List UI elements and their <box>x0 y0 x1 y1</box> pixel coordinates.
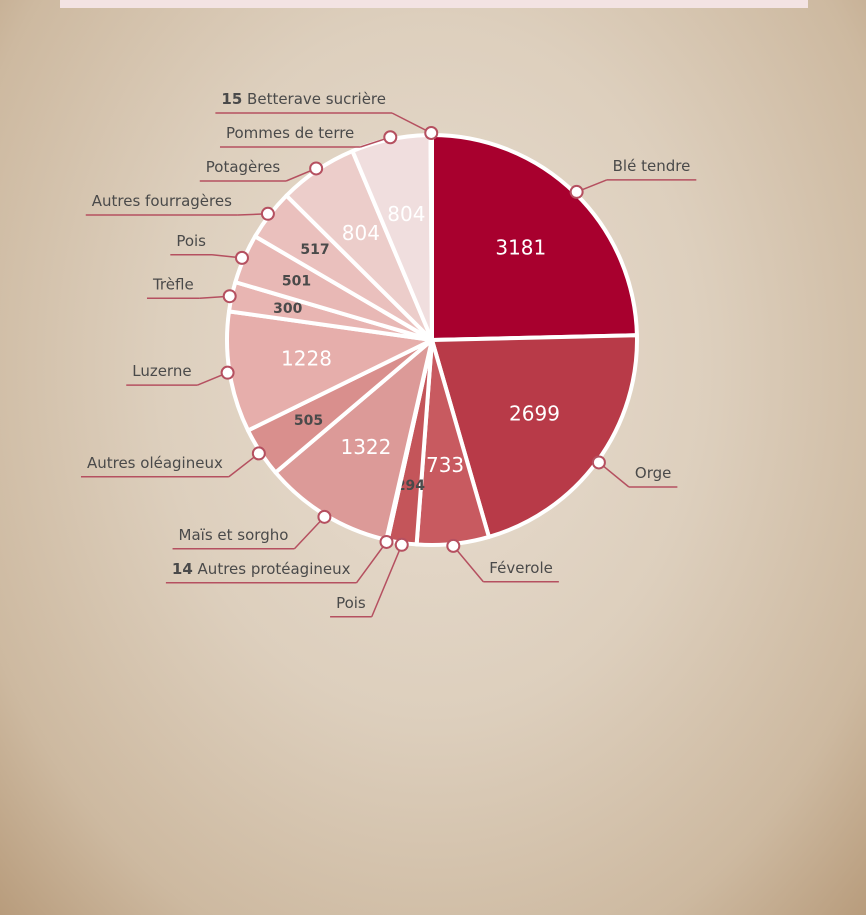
value-label: 733 <box>426 453 464 477</box>
leader-line <box>357 542 387 583</box>
value-label: 804 <box>342 221 380 245</box>
page: 3181269973329413225051228300501517804804… <box>0 0 866 915</box>
category-label: Pois <box>336 593 366 611</box>
category-label: Trèfle <box>152 275 194 293</box>
value-label: 1322 <box>340 435 391 459</box>
category-name: Trèfle <box>152 275 194 293</box>
value-label: 15 <box>221 90 242 108</box>
leader-dot <box>381 536 393 548</box>
leader-dot <box>236 252 248 264</box>
leader-dot <box>571 186 583 198</box>
leader-dot <box>447 540 459 552</box>
category-label: Maïs et sorgho <box>179 525 289 543</box>
category-name: Autres protéagineux <box>198 559 351 577</box>
category-name: Pommes de terre <box>226 124 354 142</box>
category-label: Pois <box>176 231 206 249</box>
value-label: 2699 <box>509 402 560 426</box>
value-label: 1228 <box>281 347 332 371</box>
value-label: 505 <box>294 413 323 429</box>
category-label: Orge <box>635 464 671 482</box>
category-name: Blé tendre <box>613 156 691 174</box>
category-label: Blé tendre <box>613 156 691 174</box>
leader-dot <box>224 290 236 302</box>
leader-dot <box>310 162 322 174</box>
leader-dot <box>222 367 234 379</box>
category-name: Orge <box>635 464 671 482</box>
leader-dot <box>396 539 408 551</box>
category-name: Pois <box>336 593 366 611</box>
category-name: Betterave sucrière <box>247 90 386 108</box>
value-label: 517 <box>300 242 329 258</box>
category-label: 15 Betterave sucrière <box>221 90 386 108</box>
category-label: Pommes de terre <box>226 124 354 142</box>
category-label: Autres fourragères <box>92 192 232 210</box>
category-label: Autres oléagineux <box>87 453 223 471</box>
category-name: Féverole <box>489 558 553 576</box>
category-name: Autres oléagineux <box>87 453 223 471</box>
category-name: Potagères <box>206 158 281 176</box>
category-label: 14 Autres protéagineux <box>172 559 351 577</box>
leader-dot <box>593 456 605 468</box>
category-name: Luzerne <box>132 362 191 380</box>
category-name: Maïs et sorgho <box>179 525 289 543</box>
category-name: Autres fourragères <box>92 192 232 210</box>
value-label: 501 <box>282 273 311 289</box>
leader-dot <box>318 511 330 523</box>
category-label: Luzerne <box>132 362 191 380</box>
category-label: Féverole <box>489 558 553 576</box>
leader-dot <box>253 447 265 459</box>
leader-dot <box>425 127 437 139</box>
value-label: 14 <box>172 559 193 577</box>
category-label: Potagères <box>206 158 281 176</box>
leader-dot <box>262 208 274 220</box>
value-label: 804 <box>387 202 425 226</box>
chart: 3181269973329413225051228300501517804804… <box>0 0 866 915</box>
leader-dot <box>384 131 396 143</box>
value-label: 300 <box>273 301 302 317</box>
pie-slice <box>431 135 432 340</box>
category-name: Pois <box>176 231 206 249</box>
value-label: 3181 <box>495 236 546 260</box>
leader-line <box>453 546 483 582</box>
